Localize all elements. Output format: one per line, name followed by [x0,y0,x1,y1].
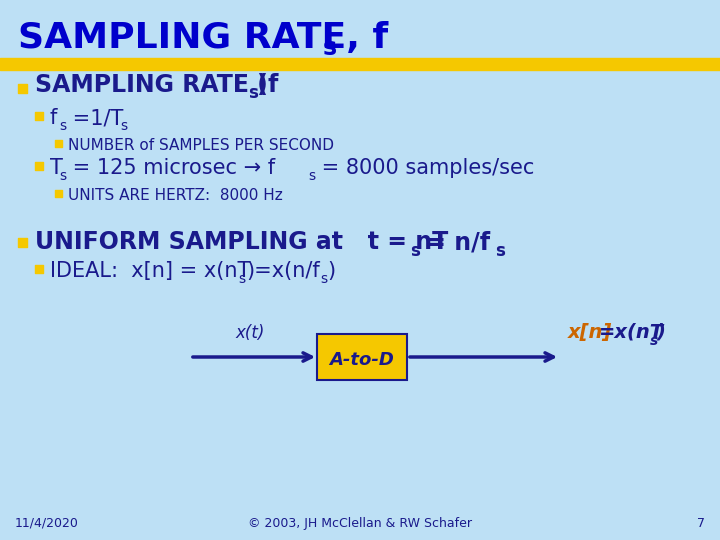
Text: s: s [495,242,505,260]
Text: A-to-D: A-to-D [330,351,395,369]
Text: = 8000 samples/sec: = 8000 samples/sec [315,158,534,178]
Text: 11/4/2020: 11/4/2020 [15,517,79,530]
Text: s: s [59,169,66,183]
Text: s: s [238,272,245,286]
Text: s: s [410,242,420,260]
Text: =x(nT: =x(nT [599,323,664,342]
Text: x[n]: x[n] [568,323,612,342]
Text: s: s [320,272,327,286]
Text: s: s [650,334,658,348]
Text: UNIFORM SAMPLING at   t = nT: UNIFORM SAMPLING at t = nT [35,230,449,254]
Text: s: s [120,119,127,133]
Text: s: s [248,84,258,102]
Text: s: s [323,36,337,60]
Text: x(t): x(t) [235,324,264,342]
Text: = n/f: = n/f [418,230,490,254]
Text: s: s [59,119,66,133]
Text: )=x(n/f: )=x(n/f [246,261,320,281]
Text: ): ) [327,261,335,281]
Text: f: f [50,108,58,128]
Text: © 2003, JH McClellan & RW Schafer: © 2003, JH McClellan & RW Schafer [248,517,472,530]
Text: = 125 microsec → f: = 125 microsec → f [66,158,275,178]
Text: IDEAL:  x[n] = x(nT: IDEAL: x[n] = x(nT [50,261,251,281]
Text: UNITS ARE HERTZ:  8000 Hz: UNITS ARE HERTZ: 8000 Hz [68,188,283,203]
Text: 7: 7 [697,517,705,530]
Text: s: s [308,169,315,183]
Text: SAMPLING RATE, f: SAMPLING RATE, f [18,21,388,55]
Text: NUMBER of SAMPLES PER SECOND: NUMBER of SAMPLES PER SECOND [68,138,334,153]
Text: ): ) [657,323,666,342]
Text: T: T [50,158,63,178]
Text: =1/T: =1/T [66,108,123,128]
Text: SAMPLING RATE (f: SAMPLING RATE (f [35,73,279,97]
Text: ): ) [256,73,266,97]
FancyBboxPatch shape [317,334,407,380]
